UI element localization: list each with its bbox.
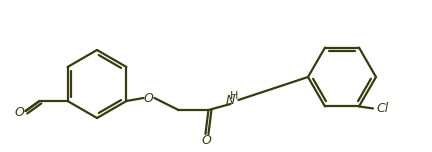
Text: O: O [201, 135, 211, 147]
Text: O: O [15, 105, 25, 119]
Text: N: N [226, 93, 235, 107]
Text: H: H [230, 91, 238, 101]
Text: O: O [143, 92, 153, 105]
Text: Cl: Cl [377, 102, 389, 115]
